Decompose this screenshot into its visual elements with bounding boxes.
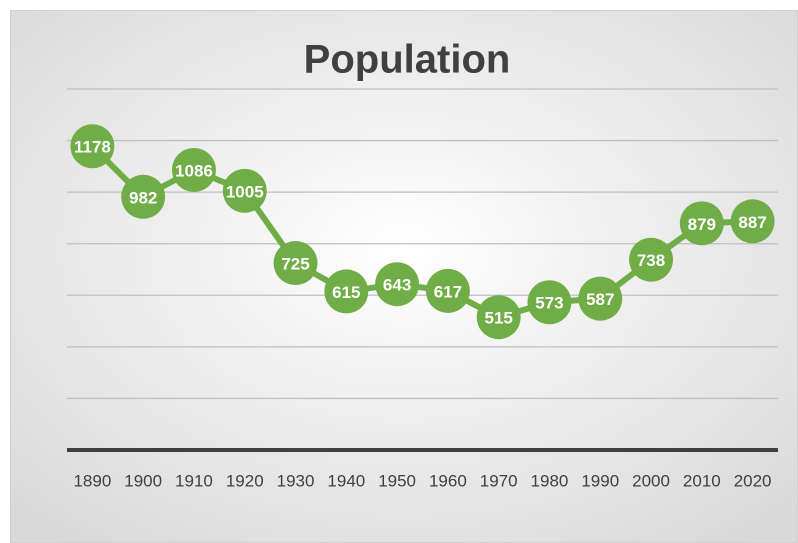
x-tick-label: 1940 bbox=[327, 471, 365, 490]
x-tick-label: 1910 bbox=[175, 471, 213, 490]
data-label: 982 bbox=[129, 188, 157, 207]
x-tick-label: 1970 bbox=[480, 471, 518, 490]
data-point bbox=[679, 201, 724, 246]
data-point bbox=[730, 199, 775, 244]
data-label: 1005 bbox=[226, 182, 264, 201]
data-label: 887 bbox=[738, 213, 766, 232]
x-tick-label: 1980 bbox=[531, 471, 569, 490]
data-point bbox=[375, 262, 420, 307]
data-label: 515 bbox=[484, 309, 512, 328]
x-tick-label: 1990 bbox=[581, 471, 619, 490]
data-point bbox=[527, 280, 572, 325]
data-label: 1086 bbox=[175, 161, 213, 180]
data-point bbox=[121, 174, 166, 219]
data-point bbox=[425, 268, 470, 313]
x-tick-label: 1950 bbox=[378, 471, 416, 490]
data-point bbox=[629, 237, 674, 282]
x-tick-label: 1890 bbox=[73, 471, 111, 490]
data-label: 738 bbox=[637, 251, 665, 270]
x-tick-label: 2020 bbox=[734, 471, 772, 490]
data-point bbox=[70, 124, 115, 169]
data-point bbox=[171, 147, 216, 192]
x-tick-label: 1920 bbox=[226, 471, 264, 490]
data-label: 1178 bbox=[74, 138, 111, 157]
x-tick-label: 1960 bbox=[429, 471, 467, 490]
x-tick-label: 1900 bbox=[124, 471, 162, 490]
x-tick-label: 2000 bbox=[632, 471, 670, 490]
data-point bbox=[273, 241, 318, 286]
x-tick-label: 1930 bbox=[277, 471, 315, 490]
data-label: 617 bbox=[434, 282, 462, 301]
chart-title: Population bbox=[304, 38, 511, 82]
data-point bbox=[578, 276, 623, 321]
data-point bbox=[222, 168, 267, 213]
data-label: 587 bbox=[586, 290, 614, 309]
data-label: 725 bbox=[281, 255, 309, 274]
data-label: 643 bbox=[383, 276, 411, 295]
data-label: 573 bbox=[535, 294, 563, 313]
x-tick-label: 2010 bbox=[683, 471, 721, 490]
data-point bbox=[476, 295, 521, 340]
data-label: 879 bbox=[688, 215, 716, 234]
data-label: 615 bbox=[332, 283, 360, 302]
data-point bbox=[324, 269, 369, 314]
